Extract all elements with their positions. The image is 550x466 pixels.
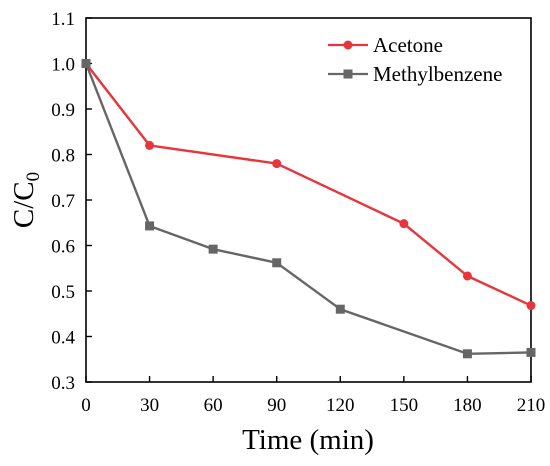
data-point-methylbenzene <box>81 59 91 68</box>
y-tick-label: 0.8 <box>51 146 75 167</box>
data-point-methylbenzene <box>526 347 536 357</box>
y-axis-title-subscript: 0 <box>23 172 44 182</box>
data-point-methylbenzene <box>208 244 218 254</box>
data-point-acetone <box>145 140 155 150</box>
x-tick-label: 30 <box>140 395 159 416</box>
series-line-methylbenzene <box>84 63 532 355</box>
data-point-methylbenzene <box>462 349 472 359</box>
legend-marker-methylbenzene <box>343 69 353 79</box>
legend-label-acetone: Acetone <box>373 33 443 57</box>
series-line-acetone <box>85 62 532 307</box>
y-tick-label: 1.0 <box>51 55 75 76</box>
y-axis-title: C/C0 <box>8 172 44 228</box>
y-axis-title-main: C/C <box>8 181 40 228</box>
data-point-methylbenzene <box>272 258 282 268</box>
y-tick-label: 1.1 <box>51 9 75 30</box>
y-tick-label: 0.6 <box>51 237 75 258</box>
data-point-acetone <box>399 219 409 229</box>
y-tick-label: 0.4 <box>51 328 75 349</box>
legend-label-methylbenzene: Methylbenzene <box>373 62 502 86</box>
data-point-acetone <box>462 271 472 281</box>
x-tick-label: 210 <box>517 395 546 416</box>
x-tick-label: 60 <box>204 395 223 416</box>
series-lines <box>84 62 532 355</box>
x-axis-title: Time (min) <box>242 424 374 456</box>
x-tick-label: 0 <box>81 395 91 416</box>
data-point-methylbenzene <box>145 221 155 231</box>
y-tick-label: 0.3 <box>51 373 75 394</box>
x-tick-label: 120 <box>326 395 355 416</box>
y-tick-label: 0.7 <box>51 191 75 212</box>
x-tick-label: 150 <box>390 395 419 416</box>
data-point-methylbenzene <box>335 304 345 314</box>
y-tick-label: 0.5 <box>51 282 75 303</box>
data-point-acetone <box>272 159 282 169</box>
x-tick-label: 90 <box>267 395 286 416</box>
legend: Acetone Methylbenzene <box>328 33 502 86</box>
data-point-acetone <box>526 301 536 311</box>
y-tick-label: 0.9 <box>51 100 75 121</box>
tick-labels: 0 30 60 90 120 150 180 210 0.3 0.4 0.5 0.6 0.7 0.8 0.9… <box>51 9 545 416</box>
x-tick-label: 180 <box>453 395 482 416</box>
legend-marker-acetone <box>343 40 353 50</box>
series-markers <box>81 59 536 359</box>
